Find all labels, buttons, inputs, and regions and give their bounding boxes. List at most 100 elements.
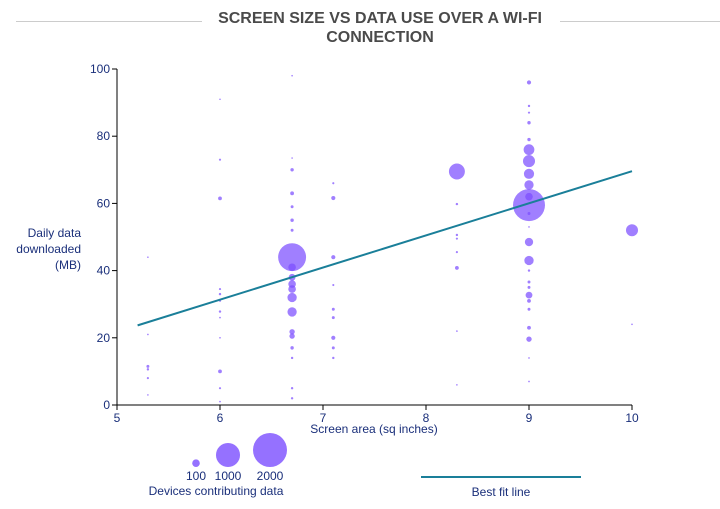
data-bubble: [287, 292, 297, 303]
y-tick-label: 0: [103, 398, 110, 412]
data-bubble: [526, 80, 532, 85]
data-bubble: [331, 307, 335, 311]
data-bubble: [631, 323, 633, 326]
title-rule-left: [16, 21, 202, 22]
data-bubble: [290, 346, 294, 350]
y-tick-label: 60: [97, 196, 111, 210]
y-tick-label: 40: [97, 264, 111, 278]
data-bubble: [218, 310, 222, 313]
data-bubble: [524, 237, 534, 247]
data-bubble: [218, 292, 222, 296]
data-bubble: [455, 233, 459, 237]
data-bubble: [522, 155, 536, 168]
data-bubble: [218, 387, 222, 390]
data-bubble: [331, 255, 336, 260]
y-axis-label-line3: (MB): [55, 258, 81, 272]
data-bubble: [527, 285, 531, 289]
data-bubble: [448, 163, 465, 180]
data-bubble: [290, 168, 294, 172]
best-fit-line: [137, 170, 633, 327]
data-bubble: [527, 137, 531, 142]
data-bubble: [455, 237, 458, 240]
x-tick-label: 8: [423, 411, 430, 425]
data-bubble: [513, 189, 545, 222]
data-bubble: [528, 226, 530, 228]
data-bubble: [278, 243, 307, 272]
y-tick-label: 20: [97, 331, 111, 345]
data-bubble: [331, 316, 335, 320]
data-bubble: [523, 168, 535, 179]
data-bubble: [524, 255, 534, 266]
data-bubble: [146, 364, 150, 368]
data-bubble: [332, 283, 335, 287]
data-bubble: [331, 335, 336, 340]
size-legend-value: 1000: [215, 469, 242, 483]
data-bubble: [218, 196, 222, 201]
size-legend-bubble: [215, 442, 241, 467]
y-tick-label: 100: [90, 62, 110, 76]
data-bubble: [147, 394, 149, 396]
x-tick-label: 7: [320, 411, 327, 425]
data-bubble: [332, 356, 335, 360]
data-bubble: [331, 346, 335, 350]
data-bubble: [290, 191, 295, 196]
y-axis-label-line2: downloaded: [16, 242, 81, 256]
y-tick-label: 80: [97, 129, 111, 143]
x-axis-label: Screen area (sq inches): [310, 422, 437, 436]
data-bubble: [290, 228, 294, 232]
x-tick-label: 10: [625, 411, 639, 425]
data-bubble: [523, 144, 535, 156]
data-bubble: [527, 121, 531, 125]
x-tick-label: 6: [217, 411, 224, 425]
data-bubble: [290, 205, 294, 209]
data-bubble: [525, 291, 533, 299]
chart-title: SCREEN SIZE VS DATA USE OVER A WI-FI CON…: [218, 10, 542, 46]
x-tick-label: 5: [114, 411, 121, 425]
data-bubble: [456, 330, 458, 332]
data-bubble: [290, 397, 294, 400]
data-bubble: [455, 251, 458, 254]
data-bubble: [527, 269, 531, 272]
data-bubble: [146, 368, 150, 371]
data-bubble: [291, 157, 293, 159]
data-bubble: [219, 316, 221, 319]
size-legend-title: Devices contributing data: [149, 484, 284, 498]
data-bubble: [219, 98, 221, 101]
size-legend-bubble: [253, 433, 287, 467]
data-bubble: [527, 307, 531, 311]
data-bubble: [290, 218, 294, 222]
data-bubble: [454, 266, 459, 270]
title-rule-right: [560, 21, 720, 22]
data-bubble: [146, 377, 149, 380]
data-bubble: [332, 182, 335, 185]
data-bubble: [289, 333, 295, 339]
data-bubble: [526, 336, 532, 342]
data-bubble: [456, 384, 458, 386]
data-bubble: [527, 111, 531, 114]
data-bubble: [219, 400, 221, 403]
data-bubble: [527, 212, 531, 215]
data-bubble: [147, 333, 149, 336]
data-bubble: [218, 288, 222, 291]
data-bubble: [625, 224, 639, 237]
data-bubble: [147, 256, 149, 258]
size-legend-value: 2000: [257, 469, 284, 483]
x-tick-label: 9: [526, 411, 533, 425]
data-bubble: [288, 285, 296, 293]
data-bubble: [290, 356, 294, 360]
data-bubble: [291, 74, 293, 77]
data-bubble: [219, 336, 221, 339]
data-bubble: [289, 329, 295, 335]
data-bubble: [218, 158, 222, 161]
size-legend-value: 100: [186, 469, 206, 483]
data-bubble: [528, 380, 530, 383]
data-bubble: [287, 307, 297, 317]
data-bubble: [524, 180, 534, 190]
data-bubble: [455, 202, 459, 206]
data-bubble: [527, 298, 531, 303]
data-bubble: [528, 357, 530, 359]
data-bubble: [218, 369, 222, 374]
size-legend-bubble: [192, 459, 200, 467]
